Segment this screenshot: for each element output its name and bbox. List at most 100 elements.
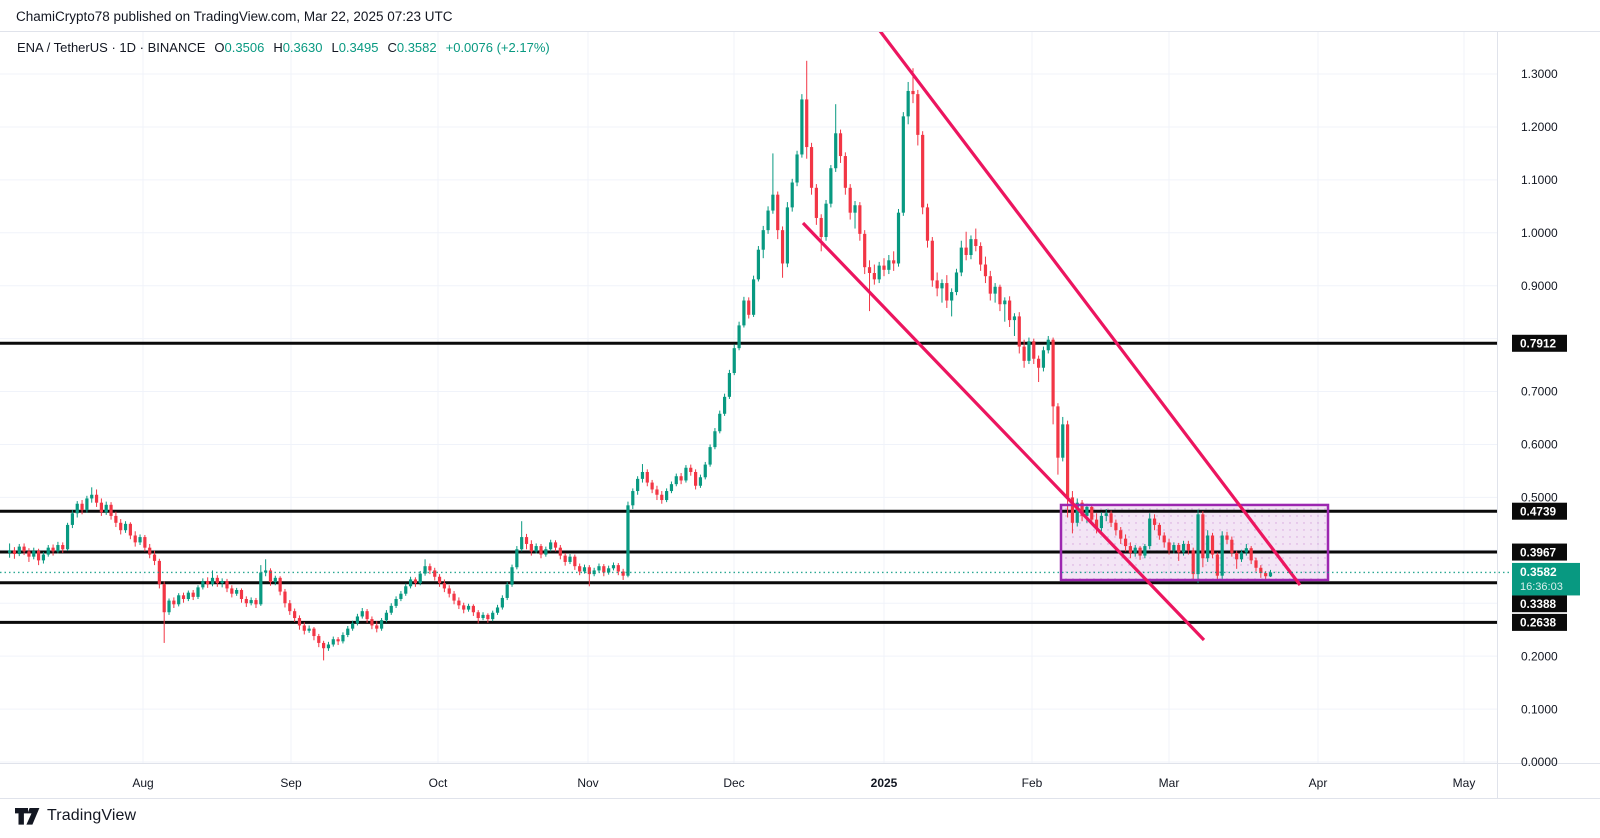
candle-body [935,280,939,289]
price-level-badge [1512,543,1567,561]
candle-body [901,116,905,213]
candle-body [351,623,355,629]
candle-body [114,515,118,523]
candle-body [616,565,620,572]
candle-body [916,94,920,135]
candle-body [505,584,509,598]
candle-body [553,542,558,548]
candle-body [785,207,789,264]
candle-body [998,286,1002,305]
current-price-badge [1512,562,1580,596]
candle-body [1070,497,1075,523]
time-axis-label[interactable]: Dec [723,776,744,790]
candle-body [732,348,736,374]
time-axis-label[interactable]: May [1453,776,1476,790]
candle-body [481,614,485,619]
candle-body [172,600,176,605]
candle-body [1172,545,1176,551]
candle-body [1167,542,1171,551]
change-value: +0.0076 (+2.17%) [445,40,550,55]
candle-body [867,267,872,274]
candle-body [780,230,785,264]
candle-body [969,239,973,256]
candle-body [727,373,732,397]
candle-body [123,523,128,531]
candle-body [462,605,466,610]
time-axis-label[interactable]: Mar [1159,776,1180,790]
candle-body [312,628,316,637]
candle-body [249,600,253,604]
candle-body [669,484,674,492]
symbol-legend[interactable]: ENA / TetherUS · 1D · BINANCE O0.3506 H0.3… [17,40,550,55]
consolidation-box-border[interactable] [1059,503,1330,582]
candle-body [945,283,949,301]
candle-body [1181,543,1186,553]
time-axis-label[interactable]: Oct [429,776,448,790]
price-level-badge-text: 0.2638 [1520,616,1557,630]
candle-body [1249,548,1253,561]
candle-body [404,586,408,594]
candle-body [452,593,456,601]
candle-body [177,595,181,605]
candle-body [273,577,277,583]
candle-body [1191,550,1195,575]
candle-body [152,554,157,561]
time-axis-label[interactable]: Nov [577,776,598,790]
candle-body [1051,339,1055,407]
candle-body [863,233,867,268]
candle-body [573,556,577,567]
candle-body [8,550,12,553]
price-tick-label: 1.3000 [1521,67,1558,81]
candle-body [278,577,282,592]
price-tick-label: 0.2000 [1521,649,1558,663]
candle-body [181,595,186,599]
candle-body [515,549,519,568]
candle-body [626,505,630,576]
ohlc-high: H0.3630 [273,40,323,55]
time-axis-label[interactable]: 2025 [871,776,898,790]
candle-body [1061,424,1065,458]
candle-body [389,605,393,613]
candle-body [447,588,451,594]
candle-body [94,494,99,503]
candle-body [1037,358,1041,368]
candle-body [1017,316,1021,347]
candle-body [196,587,200,597]
time-axis-label[interactable]: Apr [1309,776,1328,790]
candle-body [486,614,490,620]
candle-body [244,598,248,604]
candle-body [795,154,799,183]
candle-body [988,276,992,294]
interval-label: 1D [119,40,137,55]
candle-body [853,205,857,213]
lower-channel-line[interactable] [801,221,1206,642]
candle-body [539,546,543,555]
candle-body [824,203,828,238]
candle-body [703,464,707,478]
tradingview-attribution-logo[interactable]: TradingView [15,803,136,829]
candle-body [674,476,678,485]
candle-body [930,240,934,281]
candle-body [259,572,263,605]
candle-body [288,603,292,612]
candle-body [578,566,582,572]
candle-body [1196,514,1200,575]
candle-body [742,300,746,326]
candle-body [1104,513,1108,516]
chart-canvas[interactable]: 1.3000 1.2000 1.1000 1.0000 0.9000 0.7000 0.60… [0,30,1600,799]
candle-body [993,286,997,294]
candle-body [1003,300,1007,305]
candlestick-chart[interactable]: 1.3000 1.2000 1.1000 1.0000 0.9000 0.7000 0.60… [0,30,1600,799]
candle-body [264,570,268,573]
candle-body [90,494,94,499]
candle-body [1090,506,1094,520]
time-axis-label[interactable]: Aug [132,776,153,790]
upper-channel-line[interactable] [878,30,1302,586]
candle-body [689,467,693,472]
symbol-name: ENA / TetherUS · 1D · BINANCE [17,40,206,55]
candle-body [607,568,611,573]
time-axis-label[interactable]: Sep [280,776,302,790]
time-axis-label[interactable]: Feb [1022,776,1043,790]
candle-body [157,560,161,585]
candle-body [698,477,703,486]
